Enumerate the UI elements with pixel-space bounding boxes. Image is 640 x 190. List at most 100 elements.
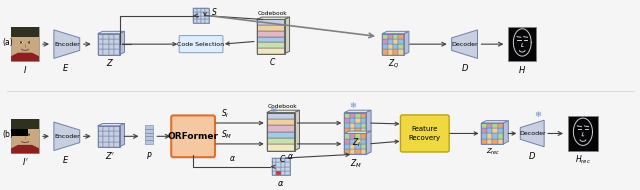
Text: Decoder: Decoder [519,131,545,136]
Text: $E$: $E$ [62,62,70,73]
Bar [98,49,103,55]
Bar [498,139,504,144]
Text: $S_M$: $S_M$ [221,129,232,141]
Bar [481,133,487,139]
Polygon shape [285,17,289,54]
Text: $H_{rec}$: $H_{rec}$ [575,153,591,166]
Text: Recovery: Recovery [409,135,441,141]
Bar [344,128,349,133]
Bar [205,12,209,16]
Bar [344,123,349,128]
Bar [11,129,28,136]
Text: $E$: $E$ [62,154,70,165]
Bar [193,8,209,23]
Text: $Z_M$: $Z_M$ [350,157,362,170]
Bar [98,44,103,49]
Bar [344,149,349,154]
Bar [257,48,285,54]
Bar [17,56,33,61]
Bar [98,34,120,55]
Bar [285,162,289,167]
Bar [271,171,276,175]
Bar [344,139,349,144]
Bar [355,133,361,139]
Bar [276,171,280,175]
Bar [103,44,109,49]
Bar [361,144,366,149]
Bar [98,142,103,147]
Text: Codebook: Codebook [258,11,287,16]
Bar [267,112,294,150]
Bar [399,34,404,39]
Bar [361,133,366,139]
Bar [280,162,285,167]
Bar [361,112,366,118]
Bar [344,112,366,133]
Bar [205,19,209,23]
Bar [387,39,393,44]
Bar [349,133,355,139]
Bar [487,139,492,144]
Bar [201,12,205,16]
Polygon shape [366,110,371,133]
Bar [98,136,103,142]
Bar [267,131,294,138]
Bar [114,136,120,142]
Bar [355,112,361,118]
Polygon shape [404,31,409,55]
Text: $C$: $C$ [269,56,276,67]
Polygon shape [54,30,80,58]
Bar [487,128,492,133]
Bar [285,171,289,175]
Bar [197,16,201,19]
Text: $Z_{rec}$: $Z_{rec}$ [486,147,500,157]
Bar [19,134,22,135]
Bar [361,118,366,123]
Bar [145,132,154,136]
Bar [276,167,280,171]
Text: ❄: ❄ [349,101,356,110]
Bar [197,12,201,16]
Bar [355,149,361,154]
Bar [393,44,399,49]
Bar [481,123,487,128]
Text: $Z$: $Z$ [106,57,114,68]
Bar [257,31,285,36]
Bar [109,34,114,39]
Text: $\alpha$: $\alpha$ [287,152,294,161]
Bar [349,123,355,128]
Text: Encoder: Encoder [54,134,80,139]
Bar [109,131,114,136]
Text: $S$: $S$ [211,6,218,17]
Circle shape [20,41,22,44]
Bar [103,34,109,39]
Bar [145,125,154,129]
Bar [11,27,39,61]
Bar [344,144,349,149]
Bar [271,158,289,175]
Polygon shape [344,131,371,133]
Bar [387,44,393,49]
Polygon shape [481,121,508,123]
Bar [205,16,209,19]
Bar [98,39,103,44]
Bar [17,148,33,153]
Bar [349,139,355,144]
Bar [98,34,103,39]
Bar [109,142,114,147]
Polygon shape [11,145,39,153]
Bar [280,158,285,162]
Bar [349,144,355,149]
Bar [197,19,201,23]
Polygon shape [366,131,371,154]
Bar [355,128,361,133]
Polygon shape [54,122,80,150]
Polygon shape [520,120,544,147]
Bar [267,119,294,125]
Bar [197,8,201,12]
Bar [382,34,404,55]
Bar [257,36,285,42]
Bar [568,116,598,150]
Text: $Z_Q$: $Z_Q$ [388,57,400,70]
Bar [193,8,197,12]
